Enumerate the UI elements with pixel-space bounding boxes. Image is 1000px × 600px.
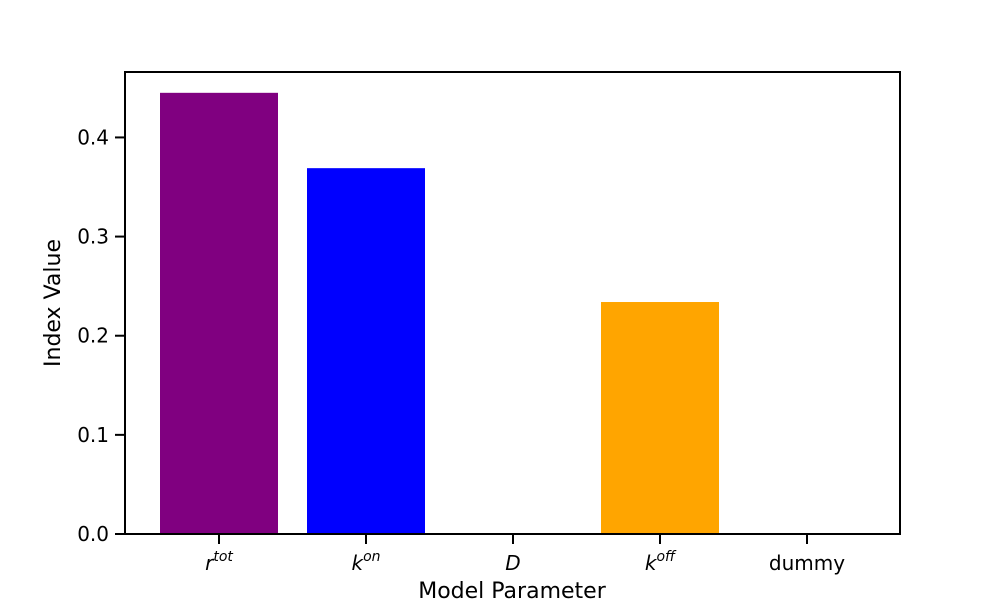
bar-1 xyxy=(307,168,425,534)
x-tick-label-1: kon xyxy=(351,549,380,575)
y-tick-label-3: 0.3 xyxy=(77,225,109,249)
y-tick-label-0: 0.0 xyxy=(77,522,109,546)
x-tick-label-3: koff xyxy=(645,549,677,575)
y-tick-label-4: 0.4 xyxy=(77,125,109,149)
y-axis-ticks: 0.0 0.1 0.2 0.3 0.4 xyxy=(77,125,125,546)
bar-3 xyxy=(601,302,719,534)
x-tick-label-2: D xyxy=(505,551,520,575)
bar-0 xyxy=(160,92,278,535)
x-axis-label: Model Parameter xyxy=(418,579,606,600)
x-tick-label-0: rtot xyxy=(205,549,233,575)
x-tick-label-4: dummy xyxy=(769,551,845,575)
y-tick-label-1: 0.1 xyxy=(77,423,109,447)
y-axis-label: Index Value xyxy=(41,239,66,367)
y-tick-label-2: 0.2 xyxy=(77,324,109,348)
bars xyxy=(160,92,719,535)
